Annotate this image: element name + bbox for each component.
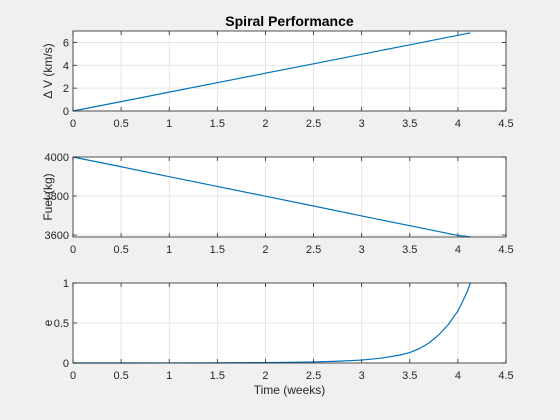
x-tick-label: 4 [455,244,461,256]
axes-box [72,156,507,238]
x-tick-label: 0.5 [113,118,128,130]
plot-area [73,157,506,237]
x-tick-label: 1.5 [210,370,225,382]
figure-title: Spiral Performance [225,13,354,29]
x-tick-label: 0 [70,244,76,256]
series-line [72,156,471,238]
y-tick-label: 4 [63,60,69,72]
x-tick-label: 0 [70,118,76,130]
x-tick-label: 1 [166,244,172,256]
x-tick-label: 2.5 [306,370,321,382]
x-tick-label: 0.5 [113,370,128,382]
x-tick-label: 2.5 [306,244,321,256]
y-axis-label: Fuel (kg) [41,173,55,220]
y-tick-label: 0.5 [54,318,69,330]
plot-area [73,31,506,111]
x-tick-label: 3.5 [402,118,417,130]
y-tick-label: 0 [63,106,69,118]
x-tick-label: 4.5 [498,118,513,130]
x-tick-label: 1 [166,370,172,382]
x-tick-label: 1.5 [210,244,225,256]
axes-box [72,30,507,112]
subplot-1: 0 0.5 1 1.5 2 2.5 3 3.5 4 4.5 0 2 4 6 Δ V (km/s) [41,30,514,130]
x-tick-label: 2.5 [306,118,321,130]
x-tick-label: 2 [262,244,268,256]
x-tick-label: 0 [70,370,76,382]
x-tick-label: 0.5 [113,244,128,256]
x-tick-label: 1 [166,118,172,130]
y-tick-label: 3600 [45,230,69,242]
y-tick-label: 1 [63,278,69,290]
x-tick-label: 4.5 [498,370,513,382]
y-tick-label: 2 [63,83,69,95]
x-tick-label: 4 [455,118,461,130]
x-tick-label: 3 [359,370,365,382]
x-tick-label: 4 [455,370,461,382]
y-tick-label: 0 [63,358,69,370]
x-tick-label: 2 [262,370,268,382]
subplot-2: 0 0.5 1 1.5 2 2.5 3 3.5 4 4.5 3600 3800 4000 Fuel (kg… [41,152,514,256]
y-tick-label: 4000 [45,152,69,164]
x-axis-label: Time (weeks) [254,383,326,397]
x-tick-label: 1.5 [210,118,225,130]
x-tick-label: 3.5 [402,244,417,256]
y-axis-label: e [41,319,55,326]
y-axis-label: Δ V (km/s) [41,43,55,98]
x-tick-label: 4.5 [498,244,513,256]
subplots: 0 0.5 1 1.5 2 2.5 3 3.5 4 4.5 0 2 4 6 Δ V (km/s) 0 0.5 1 1… [41,30,514,397]
series-line [72,32,471,112]
x-tick-label: 3 [359,118,365,130]
y-tick-label: 3800 [45,191,69,203]
x-tick-label: 2 [262,118,268,130]
subplot-3: 0 0.5 1 1.5 2 2.5 3 3.5 4 4.5 0 0.5 1 e Time (weeks) [41,278,514,397]
y-tick-label: 6 [63,37,69,49]
x-tick-label: 3.5 [402,370,417,382]
x-tick-label: 3 [359,244,365,256]
